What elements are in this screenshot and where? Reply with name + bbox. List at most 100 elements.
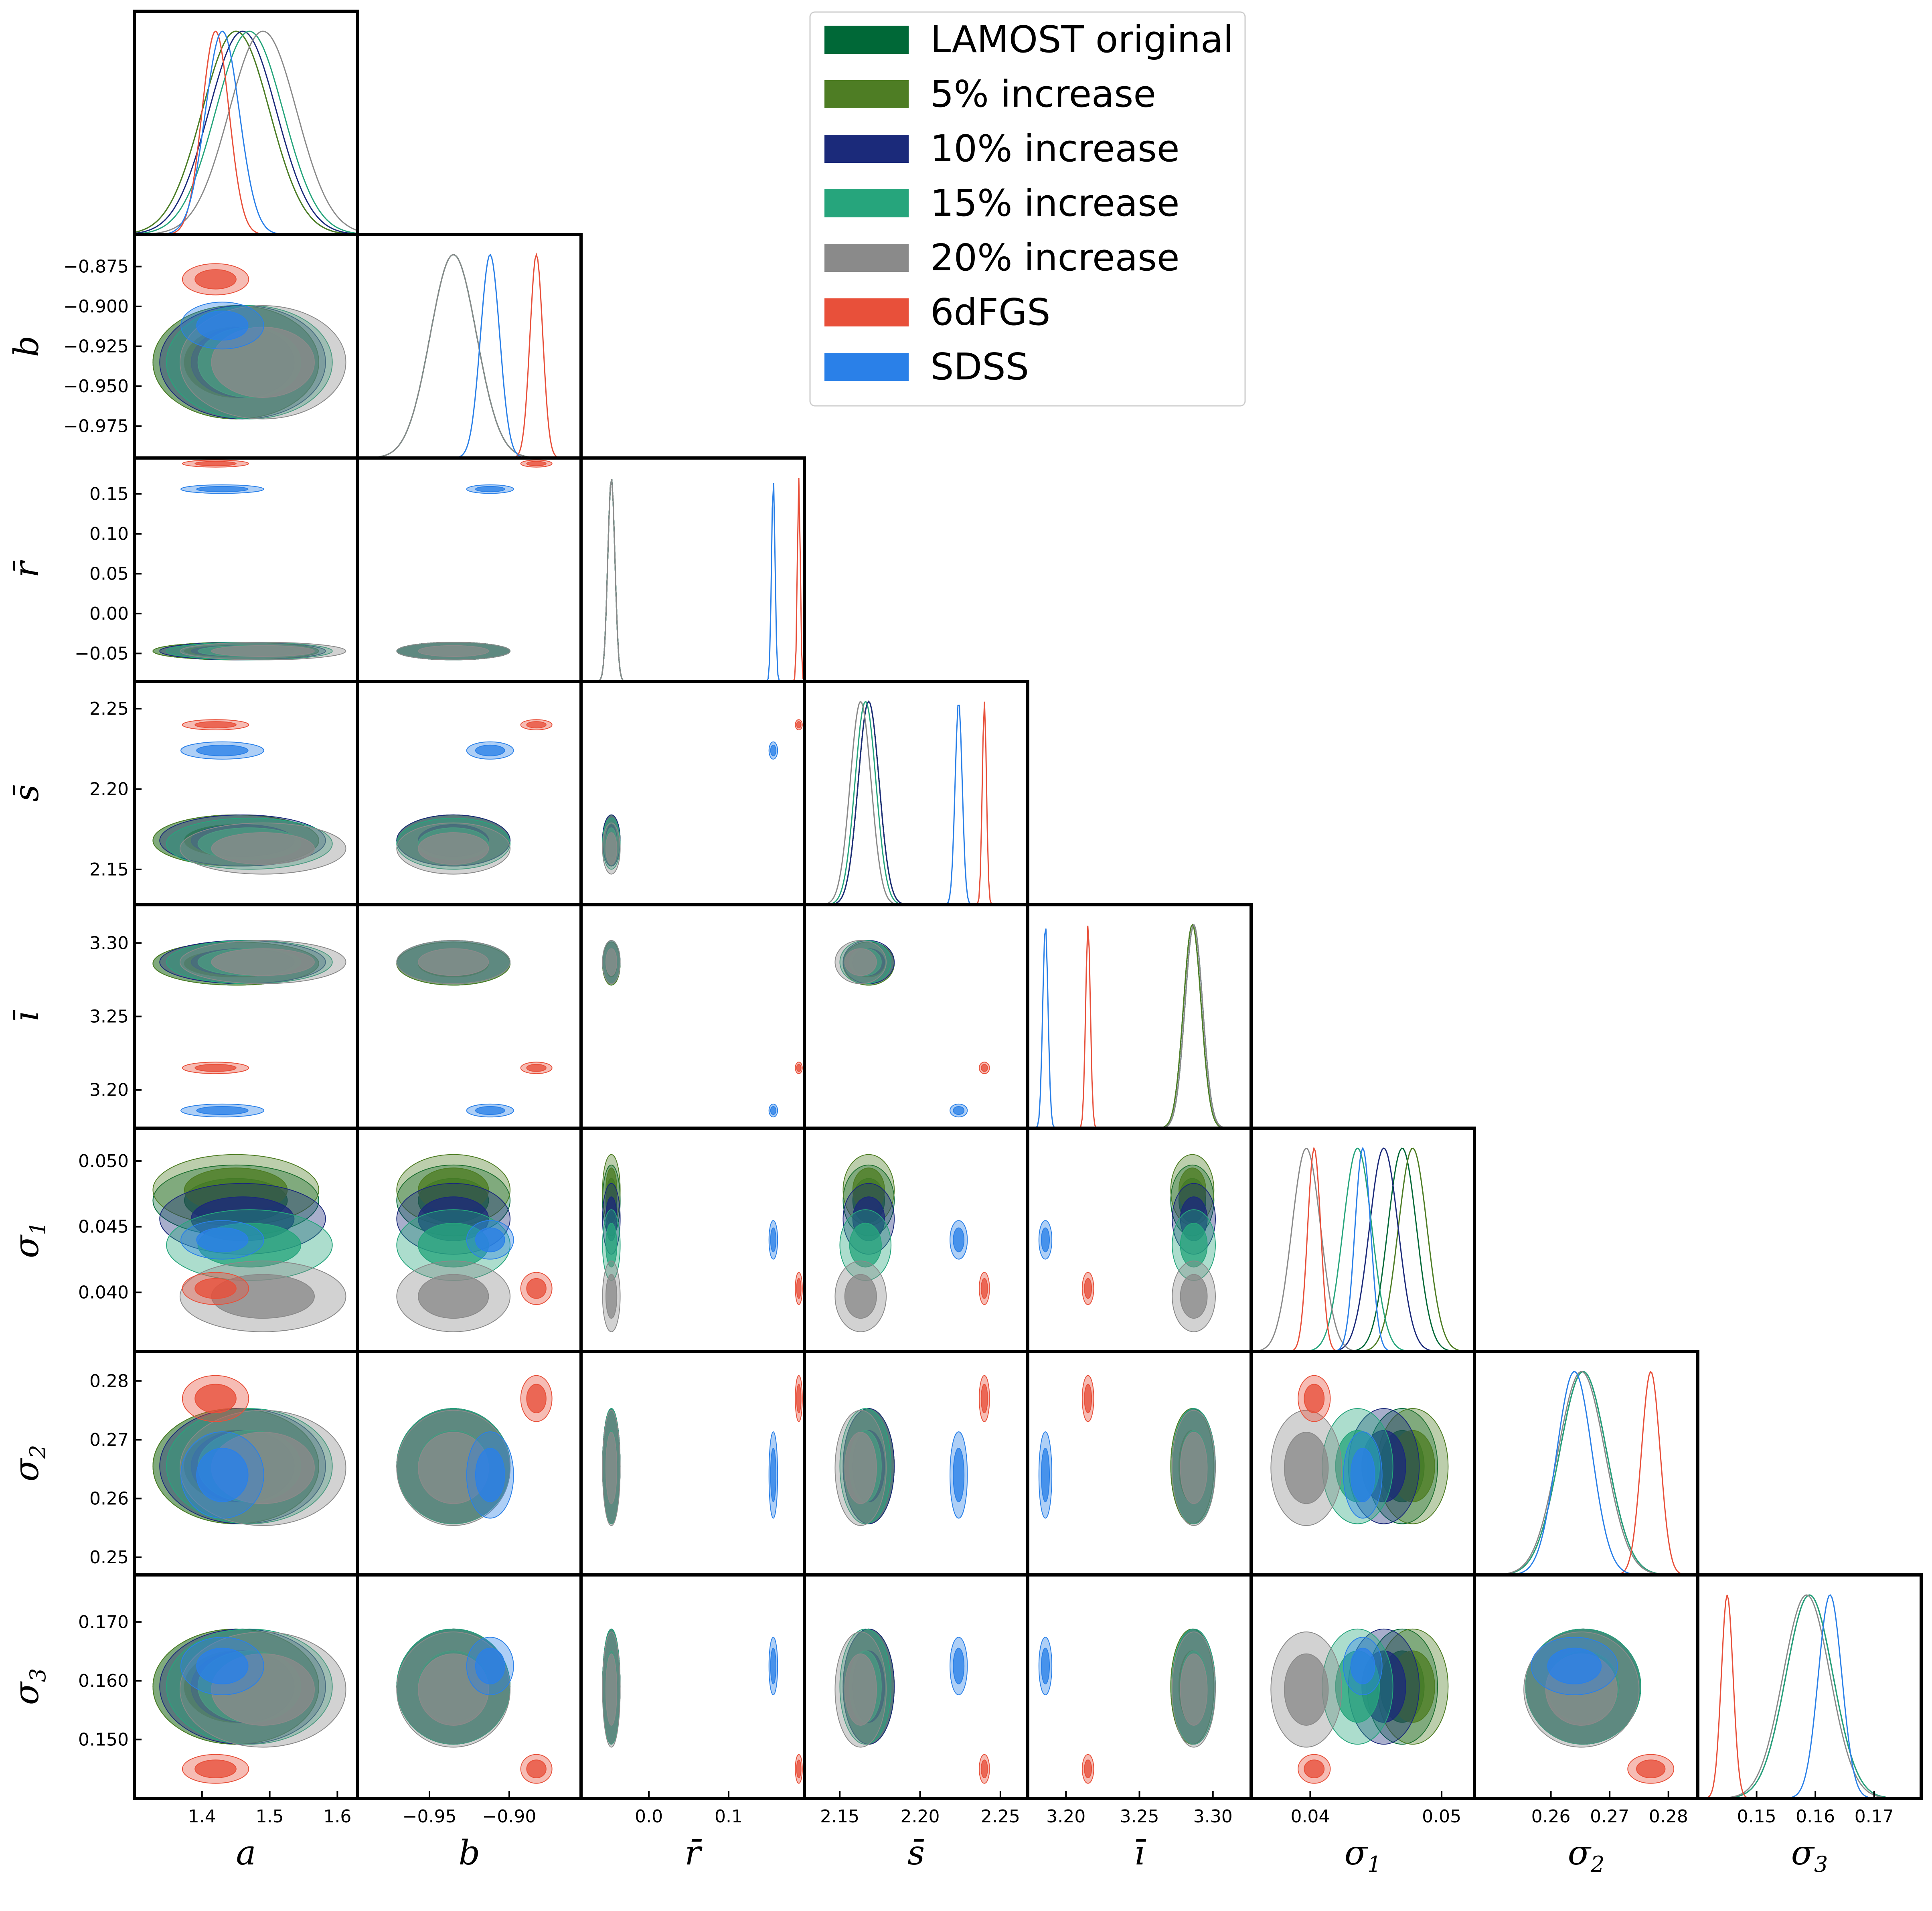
contour-68-20pct-increase: [605, 1274, 618, 1319]
contour-68-6dfgs: [980, 1278, 988, 1299]
ytick-label: 0.10: [89, 524, 129, 544]
marginal-sdss: [134, 30, 358, 235]
contour-68-sdss: [196, 1648, 249, 1684]
contour-68-sdss: [475, 744, 505, 756]
ytick-label: −0.875: [63, 257, 129, 277]
panel-sigma2-rbar: [602, 1375, 803, 1526]
contour-68-sdss: [196, 1227, 249, 1252]
contour-68-20pct-increase: [605, 1653, 618, 1726]
contour-68-6dfgs: [526, 461, 547, 466]
ytick-label: −0.05: [75, 643, 129, 664]
marginal-6dfgs: [358, 252, 581, 458]
marginal-20pct-increase: [804, 701, 1028, 905]
contour-68-sdss: [475, 486, 505, 492]
panel-b-a: [152, 263, 346, 419]
contour-68-6dfgs: [194, 269, 237, 290]
panel-sigma3-sigma2: [1523, 1628, 1675, 1784]
contour-68-20pct-increase: [605, 948, 618, 976]
legend-label-sdss: SDSS: [930, 345, 1029, 388]
panel-sbar-rbar: [602, 719, 803, 875]
contour-68-20pct-increase: [418, 645, 489, 657]
panel-sigma3-a: [152, 1628, 346, 1784]
legend-label-15pct-increase: 15% increase: [930, 182, 1180, 225]
panel-ibar-b: [396, 940, 553, 1118]
contour-68-sdss: [196, 1106, 249, 1115]
contour-68-sdss: [1041, 1447, 1050, 1502]
xlabel-b: b: [459, 1833, 480, 1872]
xtick-label: 0.1: [715, 1806, 743, 1827]
ytick-label: 0.050: [78, 1151, 129, 1171]
ytick-label: −0.975: [63, 416, 129, 436]
contour-68-20pct-increase: [844, 948, 877, 976]
legend-swatch-sdss: [824, 353, 909, 381]
ytick-label: 0.05: [89, 563, 129, 584]
xtick-label: 0.27: [1590, 1806, 1629, 1827]
ytick-label: 0.040: [78, 1283, 129, 1303]
marginal-15pct-increase: [134, 30, 358, 235]
xlabel-ibar: ī: [1134, 1833, 1146, 1872]
contour-68-sdss: [475, 1227, 505, 1252]
contour-68-20pct-increase: [211, 948, 315, 976]
contour-68-20pct-increase: [605, 832, 618, 865]
contour-68-20pct-increase: [844, 1432, 877, 1504]
panel-sigma1-ibar: [1038, 1154, 1216, 1332]
panel-a-a: [134, 30, 358, 235]
panel-frame: [1696, 1573, 1923, 1800]
panel-sbar-a: [152, 719, 346, 875]
xtick-label: 0.17: [1855, 1806, 1894, 1827]
legend-swatch-20pct-increase: [824, 244, 909, 272]
legend-label-20pct-increase: 20% increase: [930, 236, 1180, 279]
panel-sigma3-ibar: [1038, 1628, 1216, 1784]
ylabel-ibar: ī: [7, 1009, 46, 1022]
panel-sigma3-rbar: [602, 1628, 803, 1784]
panel-rbar-a: [152, 460, 346, 661]
contour-68-6dfgs: [526, 1384, 547, 1413]
legend-box: [809, 11, 1246, 407]
xtick-label: −0.95: [403, 1806, 457, 1827]
contour-68-sdss: [770, 1106, 777, 1115]
panel-sigma3-b: [396, 1628, 553, 1784]
ylabel-sigma3: σ3: [7, 1668, 51, 1705]
panel-ibar-sbar: [834, 940, 990, 1118]
contour-68-6dfgs: [980, 1064, 988, 1072]
panel-ibar-a: [152, 940, 346, 1118]
legend-swatch-5pct-increase: [824, 80, 909, 108]
ytick-label: 0.160: [78, 1671, 129, 1691]
xtick-label: −0.90: [482, 1806, 537, 1827]
xtick-label: 2.20: [901, 1806, 940, 1827]
contour-68-6dfgs: [526, 1278, 547, 1299]
contour-68-sdss: [196, 486, 249, 492]
panel-sigma3-sigma1: [1270, 1628, 1449, 1784]
legend-label-lamost-original: LAMOST original: [930, 18, 1233, 61]
xtick-label: 0.26: [1531, 1806, 1571, 1827]
contour-68-6dfgs: [980, 1759, 988, 1778]
contour-68-6dfgs: [796, 1759, 802, 1778]
marginal-sdss: [1251, 1147, 1474, 1352]
marginal-15pct-increase: [804, 701, 1028, 905]
marginal-lamost-original: [1251, 1147, 1474, 1352]
ytick-label: 0.150: [78, 1729, 129, 1750]
panel-sbar-b: [396, 719, 553, 875]
xlabel-a: a: [236, 1833, 256, 1872]
contour-68-15pct-increase: [1180, 1222, 1208, 1268]
panel-sigma1-b: [396, 1154, 553, 1332]
xtick-label: 1.6: [323, 1806, 351, 1827]
contour-68-sdss: [196, 1447, 249, 1502]
marginal-20pct-increase: [581, 479, 804, 681]
contour-68-20pct-increase: [1284, 1432, 1329, 1504]
contour-68-6dfgs: [194, 721, 237, 729]
contour-68-20pct-increase: [418, 1274, 489, 1319]
ytick-label: 0.045: [78, 1217, 129, 1237]
ytick-label: −0.925: [63, 336, 129, 357]
marginal-sdss: [1698, 1594, 1921, 1798]
contour-68-20pct-increase: [211, 832, 315, 865]
panel-sigma2-sigma1: [1270, 1375, 1449, 1526]
contour-68-sdss: [953, 1227, 965, 1252]
contour-68-15pct-increase: [849, 1222, 882, 1268]
contour-68-sdss: [770, 1447, 777, 1502]
xtick-label: 0.16: [1796, 1806, 1835, 1827]
contour-68-sdss: [475, 1648, 505, 1684]
contour-68-6dfgs: [194, 461, 237, 466]
contour-68-6dfgs: [1304, 1384, 1325, 1413]
